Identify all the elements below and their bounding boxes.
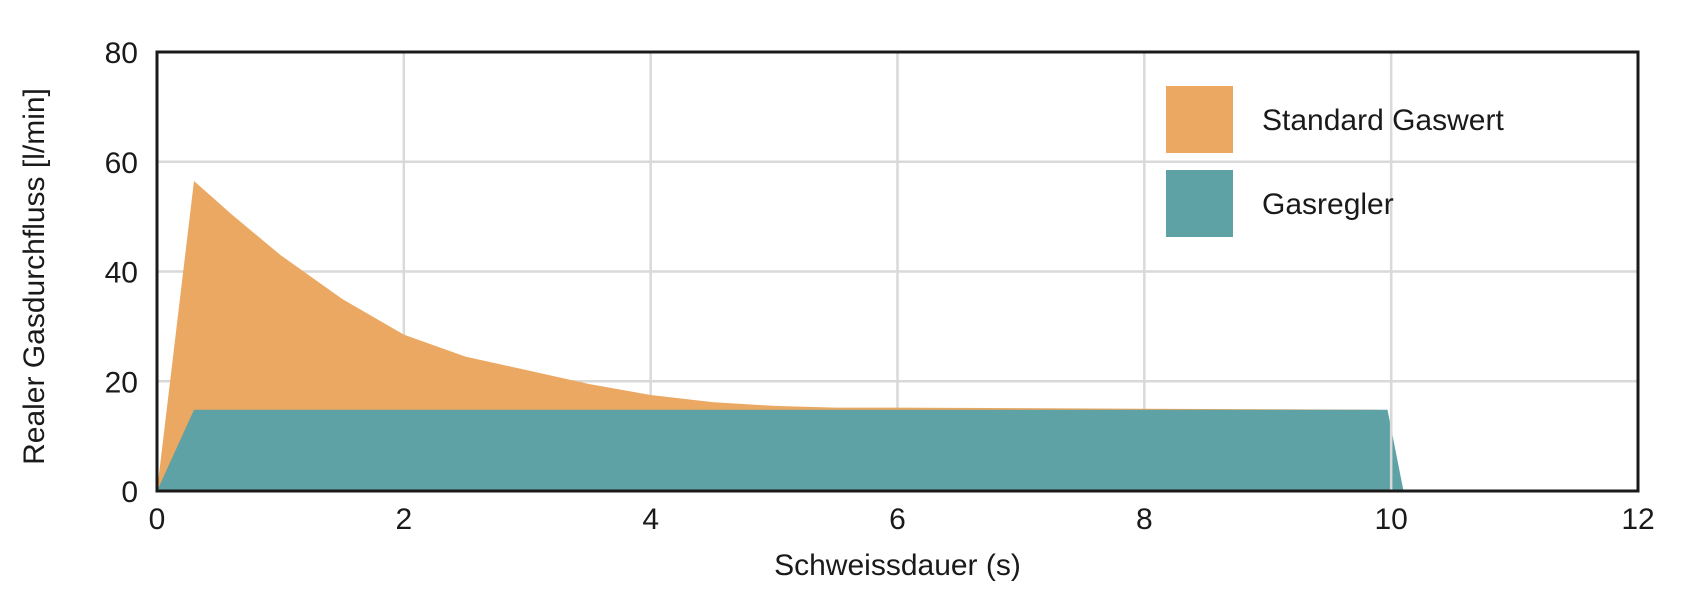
x-tick-labels: 0 2 4 6 8 10 12 xyxy=(149,503,1655,536)
legend: Standard Gaswert Gasregler xyxy=(1166,86,1504,237)
y-tick-label: 80 xyxy=(105,37,138,70)
x-tick-label: 6 xyxy=(889,503,906,536)
legend-label-0: Standard Gaswert xyxy=(1262,104,1504,137)
x-tick-label: 12 xyxy=(1621,503,1654,536)
y-tick-label: 0 xyxy=(121,476,138,509)
legend-swatch-0 xyxy=(1166,86,1233,153)
y-axis-title: Realer Gasdurchfluss [l/min] xyxy=(18,88,51,465)
y-tick-label: 60 xyxy=(105,147,138,180)
x-tick-label: 4 xyxy=(642,503,659,536)
x-tick-label: 8 xyxy=(1136,503,1153,536)
x-axis-title: Schweissdauer (s) xyxy=(774,549,1021,582)
x-tick-label: 10 xyxy=(1374,503,1407,536)
plot-frame xyxy=(155,50,1640,493)
y-tick-labels: 0 20 40 60 80 xyxy=(105,37,138,509)
area-series-1 xyxy=(157,409,1404,491)
y-tick-label: 20 xyxy=(105,366,138,399)
x-tick-label: 2 xyxy=(395,503,412,536)
legend-label-1: Gasregler xyxy=(1262,188,1394,221)
y-tick-label: 40 xyxy=(105,257,138,290)
plot-areas xyxy=(157,181,1404,491)
legend-swatch-1 xyxy=(1166,170,1233,237)
x-tick-label: 0 xyxy=(149,503,166,536)
